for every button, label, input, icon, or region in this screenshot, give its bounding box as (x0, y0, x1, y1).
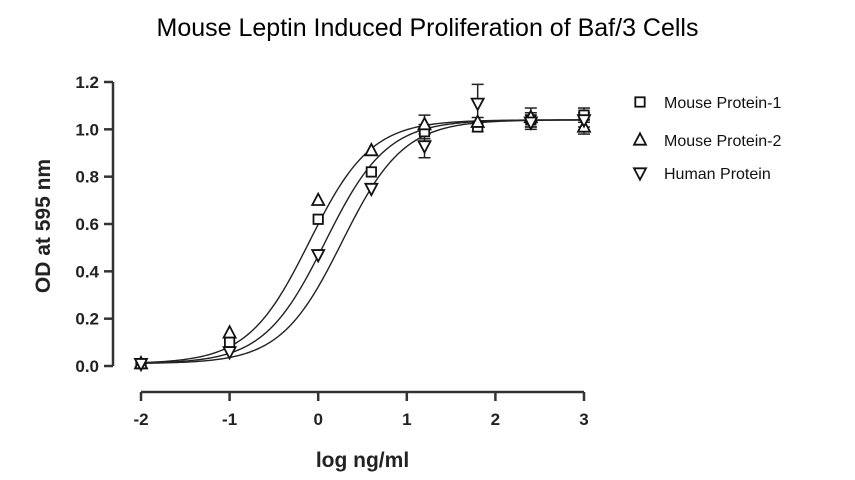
data-point-series-3 (222, 346, 238, 361)
y-tick-label: 0.6 (75, 215, 99, 234)
data-point-series-3 (470, 97, 486, 112)
x-tick-label: 3 (579, 410, 588, 429)
data-point-series-1 (223, 336, 236, 348)
x-axis-label: log ng/ml (316, 449, 409, 472)
data-point-series-3 (363, 182, 379, 198)
legend-marker-1 (634, 96, 646, 108)
legend-marker-2 (632, 131, 648, 146)
y-tick-label: 1.2 (75, 73, 99, 92)
data-point-series-3 (576, 114, 592, 129)
data-point-series-2 (222, 324, 238, 339)
y-tick-label: 0.0 (75, 357, 99, 376)
fit-curve-3 (140, 119, 585, 364)
y-tick-label: 0.4 (75, 262, 99, 281)
legend-label-1: Mouse Protein-1 (664, 95, 781, 112)
legend-label-3: Human Protein (664, 166, 771, 183)
data-point-series-3 (417, 140, 433, 155)
y-tick-label: 1.0 (75, 120, 99, 139)
data-points (133, 97, 592, 373)
x-tick-label: -2 (133, 410, 148, 429)
data-point-series-3 (523, 116, 539, 131)
data-point-series-3 (133, 358, 149, 373)
legend-marker-3 (632, 167, 648, 182)
data-point-series-2 (310, 191, 326, 206)
data-point-series-2 (470, 113, 486, 128)
x-tick-label: 2 (491, 410, 500, 429)
data-point-series-1 (312, 213, 324, 225)
axes: 0.0 0.2 0.4 0.6 0.8 1.0 1.2 -2 -1 0 1 2 3 log ng/ml OD… (32, 73, 589, 472)
x-tick-label: 1 (402, 410, 411, 429)
y-axis-label: OD at 595 nm (32, 159, 55, 293)
legend-label-2: Mouse Protein-2 (664, 133, 781, 150)
x-tick-label: -1 (222, 410, 237, 429)
data-point-series-1 (365, 166, 377, 178)
data-point-series-2 (363, 142, 379, 157)
y-tick-label: 0.8 (75, 168, 99, 187)
data-point-series-3 (310, 249, 326, 264)
legend: Mouse Protein-1 Mouse Protein-2 Human Prot… (632, 95, 781, 183)
chart-title: Mouse Leptin Induced Proliferation of Ba… (156, 14, 699, 42)
fit-curve-2 (140, 119, 584, 364)
y-tick-label: 0.2 (75, 310, 99, 329)
fit-curves (140, 119, 585, 364)
x-tick-label: 0 (313, 410, 322, 429)
data-point-series-2 (417, 115, 433, 131)
